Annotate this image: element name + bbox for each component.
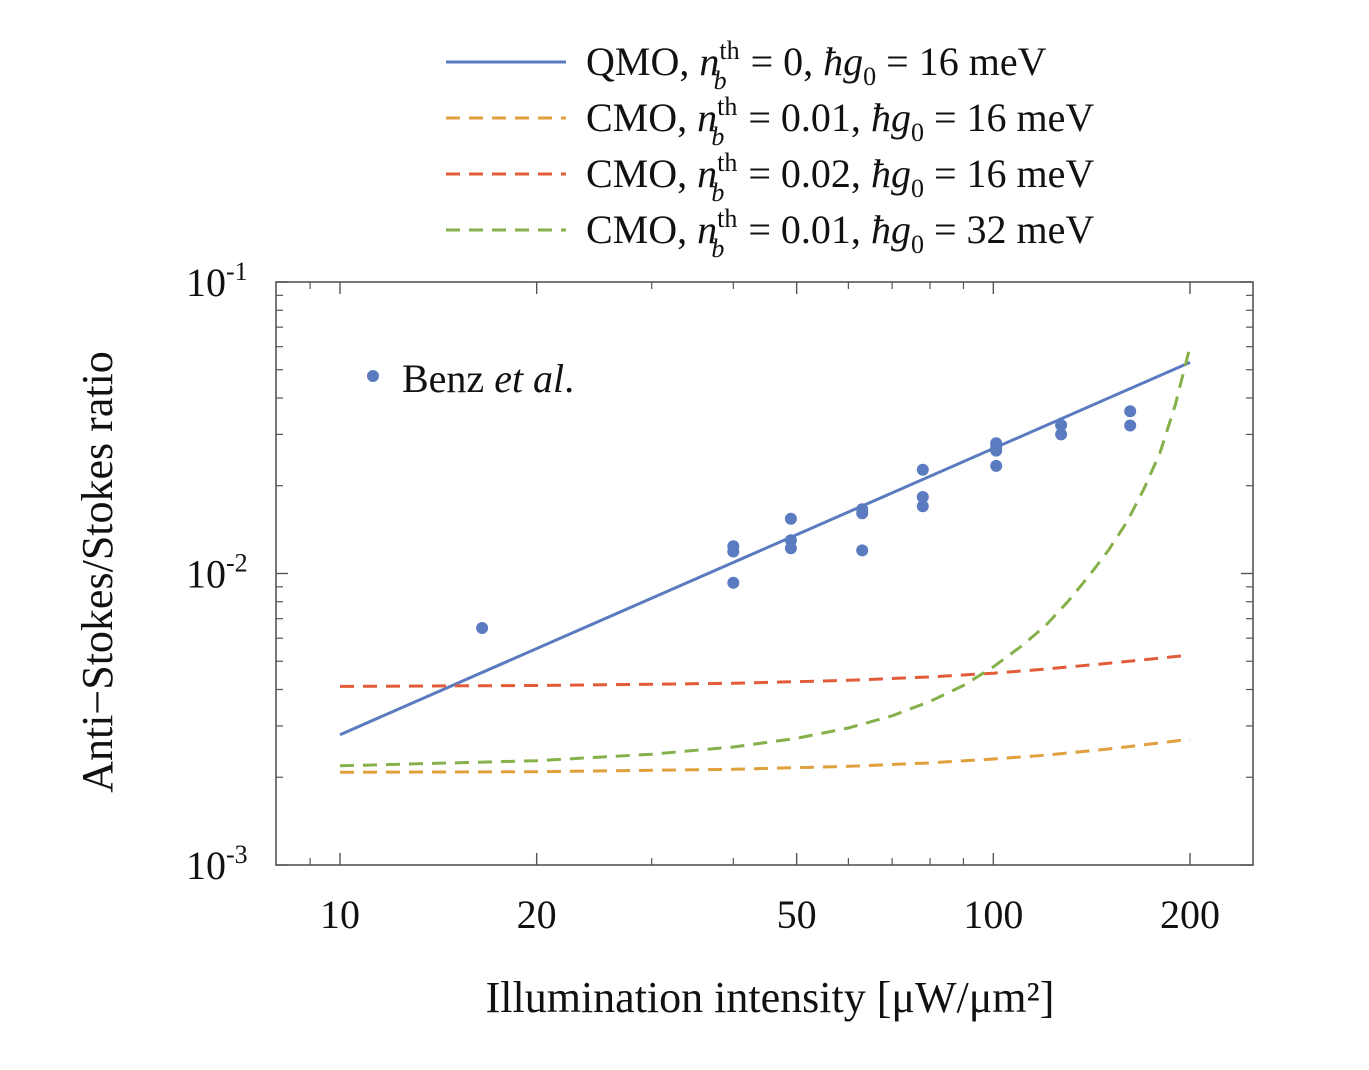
series-line-4 [339,346,1192,768]
data-point [784,512,797,525]
x-tick-label: 20 [517,892,557,937]
data-point [990,459,1003,472]
data-point [856,544,869,557]
x-tick-label: 100 [963,892,1023,937]
series-line-2 [339,737,1191,774]
x-tick-label: 50 [777,892,817,937]
legend-label-1: QMO, nth b = 0, ħg0 = 16 meV [586,36,1047,95]
legend-label-3: CMO, nth b = 0.02, ħg0 = 16 meV [586,148,1094,207]
inset-legend-label-dot: . [564,356,574,401]
y-axis-title: Anti−Stokes/Stokes ratio [73,351,122,793]
inset-legend: Benz et al. [367,356,574,401]
data-point [727,576,740,589]
legend-label-4: CMO, nth b = 0.01, ħg0 = 32 meV [586,204,1094,263]
data-point [990,444,1003,457]
x-tick-label: 200 [1160,892,1220,937]
tick-labels: 10 20 50 100 200 10-3 10-2 10-1 [186,257,1220,937]
data-point [1055,419,1068,432]
data-point [856,507,869,520]
series-line-1 [339,361,1191,737]
series-layer [339,346,1192,774]
legend-label-2: CMO, nth b = 0.01, ħg0 = 16 meV [586,92,1094,151]
data-point [916,491,929,503]
data-point [1124,405,1137,418]
y-tick-label: 10-1 [186,257,248,305]
series-line-3 [339,653,1191,688]
data-point [476,622,489,634]
data-point [1055,428,1068,441]
scatter-layer [476,405,1137,634]
y-tick-label: 10-2 [186,549,248,597]
data-point [916,463,929,476]
data-point [727,545,740,558]
data-point [784,542,797,555]
inset-legend-label: Benz et al. [402,356,574,401]
ticks [276,281,1253,866]
inset-legend-label-main: Benz [402,356,494,401]
data-point [916,500,929,513]
data-point [1124,419,1137,432]
inset-legend-marker [367,370,379,382]
inset-legend-label-italic: et al [494,356,564,401]
y-tick-label: 10-3 [186,840,248,888]
x-tick-label: 10 [320,892,360,937]
x-axis-title: Illumination intensity [μW/μm²] [486,973,1055,1022]
